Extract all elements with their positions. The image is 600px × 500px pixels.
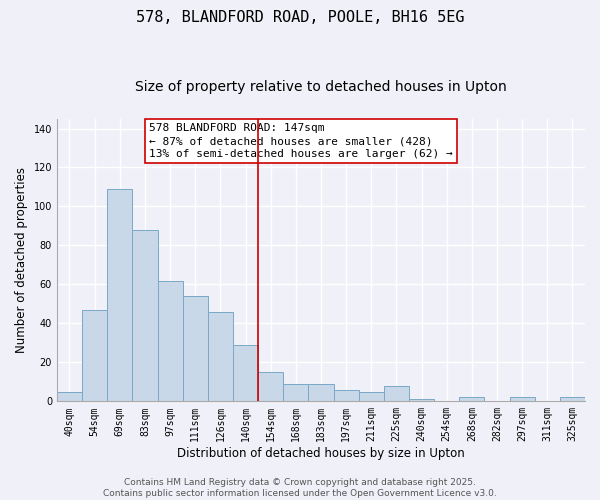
Bar xyxy=(82,310,107,402)
Text: Contains HM Land Registry data © Crown copyright and database right 2025.
Contai: Contains HM Land Registry data © Crown c… xyxy=(103,478,497,498)
Bar xyxy=(107,189,133,402)
Bar xyxy=(208,312,233,402)
Bar xyxy=(459,398,484,402)
Bar xyxy=(509,398,535,402)
Bar xyxy=(560,398,585,402)
Text: 578, BLANDFORD ROAD, POOLE, BH16 5EG: 578, BLANDFORD ROAD, POOLE, BH16 5EG xyxy=(136,10,464,25)
Bar xyxy=(334,390,359,402)
Title: Size of property relative to detached houses in Upton: Size of property relative to detached ho… xyxy=(135,80,507,94)
Bar xyxy=(158,280,182,402)
Bar xyxy=(409,400,434,402)
Bar xyxy=(384,386,409,402)
Text: 578 BLANDFORD ROAD: 147sqm
← 87% of detached houses are smaller (428)
13% of sem: 578 BLANDFORD ROAD: 147sqm ← 87% of deta… xyxy=(149,123,453,160)
Y-axis label: Number of detached properties: Number of detached properties xyxy=(15,167,28,353)
Bar xyxy=(133,230,158,402)
Bar xyxy=(283,384,308,402)
Bar xyxy=(233,345,258,402)
Bar xyxy=(258,372,283,402)
Bar xyxy=(182,296,208,402)
X-axis label: Distribution of detached houses by size in Upton: Distribution of detached houses by size … xyxy=(177,447,465,460)
Bar xyxy=(57,392,82,402)
Bar xyxy=(359,392,384,402)
Bar xyxy=(308,384,334,402)
